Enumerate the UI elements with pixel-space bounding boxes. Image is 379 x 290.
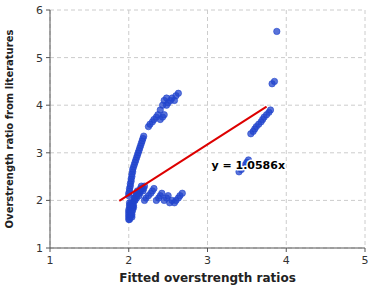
- trend-line: [119, 107, 266, 201]
- chart: 1 2 3 4 5 1 2 3 4 5 6 Fitted overstrength ratios Ove…: [0, 0, 379, 290]
- x-tick-label: 1: [47, 254, 54, 267]
- y-axis-label: Overstrength ratio from literatures: [4, 30, 15, 229]
- equation-annotation: y = 1.0586x: [211, 159, 285, 172]
- y-tick-label: 5: [36, 52, 43, 65]
- y-axis-line: [50, 10, 51, 248]
- scatter-point: [175, 90, 181, 96]
- scatter-point: [141, 133, 147, 139]
- x-tick: [50, 248, 51, 252]
- y-grid-line: [50, 105, 365, 106]
- y-tick-label: 3: [36, 147, 43, 160]
- y-tick: [46, 10, 50, 11]
- x-tick-label: 2: [125, 254, 132, 267]
- x-tick-label: 3: [204, 254, 211, 267]
- x-axis-line: [50, 248, 365, 249]
- axes: 1 2 3 4 5 1 2 3 4 5 6: [36, 4, 369, 267]
- y-tick: [46, 248, 50, 249]
- scatter-point: [271, 78, 277, 84]
- x-tick: [207, 248, 208, 252]
- x-grid-line: [50, 10, 51, 248]
- scatter-point: [179, 190, 185, 196]
- x-axis-label: Fitted overstrength ratios: [119, 271, 296, 285]
- x-tick-label: 5: [362, 254, 369, 267]
- y-tick: [46, 152, 50, 153]
- scatter-point: [274, 28, 280, 34]
- x-grid-line: [365, 10, 366, 248]
- x-grid-line: [207, 10, 208, 248]
- grid: [50, 10, 365, 248]
- x-tick: [365, 248, 366, 252]
- scatter-point: [151, 185, 157, 191]
- scatter-point: [267, 107, 273, 113]
- y-grid-line: [50, 248, 365, 249]
- y-tick: [46, 105, 50, 106]
- y-tick-label: 6: [36, 4, 43, 17]
- x-grid-line: [286, 10, 287, 248]
- x-tick-label: 4: [283, 254, 290, 267]
- y-tick-label: 2: [36, 194, 43, 207]
- plot-area: [119, 28, 280, 222]
- y-grid-line: [50, 57, 365, 58]
- y-tick-label: 1: [36, 242, 43, 255]
- y-tick-label: 4: [36, 99, 43, 112]
- y-grid-line: [50, 10, 365, 11]
- x-tick: [286, 248, 287, 252]
- y-tick: [46, 200, 50, 201]
- x-tick: [128, 248, 129, 252]
- y-tick: [46, 57, 50, 58]
- scatter-point: [159, 190, 165, 196]
- y-grid-line: [50, 152, 365, 153]
- scatter-point: [163, 95, 169, 101]
- y-grid-line: [50, 200, 365, 201]
